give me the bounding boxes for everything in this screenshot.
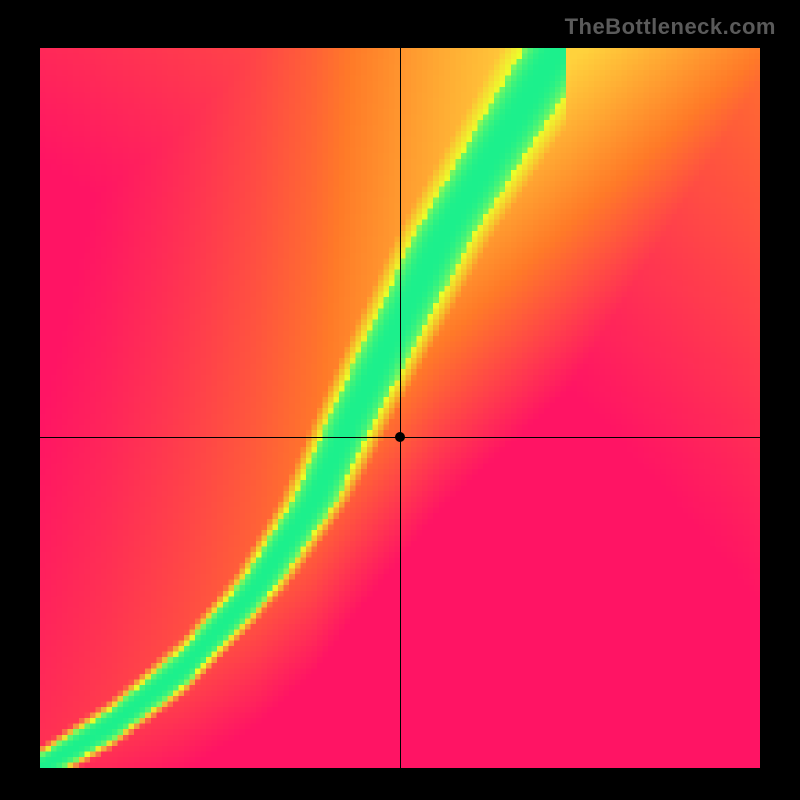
- plot-area: [40, 48, 760, 768]
- crosshair-vertical: [400, 48, 401, 768]
- chart-frame: TheBottleneck.com: [0, 0, 800, 800]
- crosshair-marker-dot: [395, 432, 405, 442]
- attribution-text: TheBottleneck.com: [565, 14, 776, 40]
